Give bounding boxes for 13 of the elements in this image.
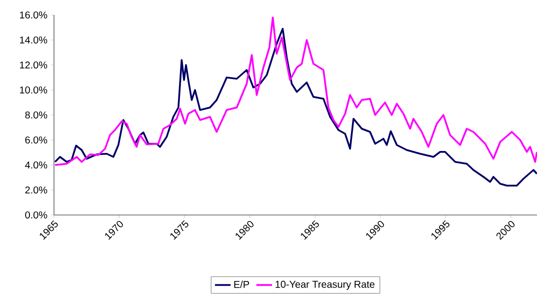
y-tick-label: 4.0% xyxy=(25,161,48,169)
line-series xyxy=(54,28,538,187)
y-tick-label: 16.0% xyxy=(20,11,48,19)
y-tick-label: 6.0% xyxy=(25,136,48,144)
legend-label: E/P xyxy=(234,280,250,288)
legend-label: 10-Year Treasury Rate xyxy=(276,280,374,290)
y-tick-label: 14.0% xyxy=(20,36,48,44)
line-series xyxy=(54,16,538,166)
y-tick-label: 12.0% xyxy=(20,61,48,69)
y-tick-label: 8.0% xyxy=(25,111,48,119)
y-tick-label: 10.0% xyxy=(20,86,48,94)
y-tick-label: 2.0% xyxy=(25,186,48,194)
y-tick-label: 0.0% xyxy=(25,211,48,219)
